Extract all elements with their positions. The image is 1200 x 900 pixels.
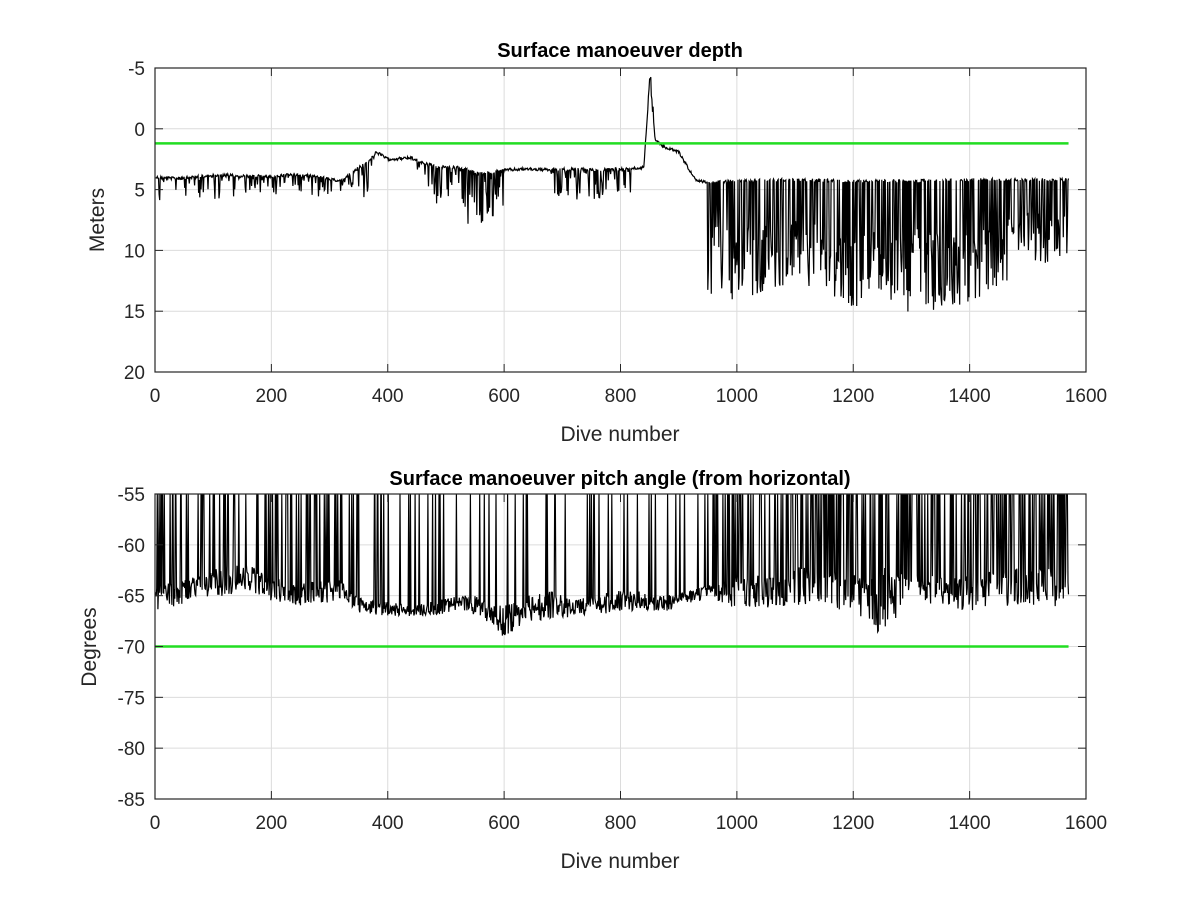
depth-x-tick-label: 400 (372, 386, 404, 407)
pitch-y-axis-label: Degrees (78, 607, 101, 686)
pitch-chart-title: Surface manoeuver pitch angle (from hori… (389, 468, 850, 490)
depth-x-tick-label: 1400 (948, 386, 990, 407)
pitch-x-tick-label: 1200 (832, 813, 874, 834)
pitch-subplot: 0 200 400 600 800 1000 1200 1400 1600 -55-60-65-… (78, 468, 1107, 873)
pitch-series-line (155, 494, 1070, 636)
pitch-y-tick-label: -65 (118, 587, 145, 608)
depth-subplot: 0 200 400 600 800 1000 1200 1400 1600 -5 0 5 10 15 20… (86, 40, 1107, 446)
pitch-series (155, 494, 1070, 648)
pitch-x-axis-label: Dive number (560, 850, 679, 873)
depth-series (155, 76, 1070, 312)
pitch-y-tick-label: -60 (118, 536, 145, 557)
depth-x-tick-labels: 0 200 400 600 800 1000 1200 1400 1600 (150, 386, 1107, 407)
depth-chart-title: Surface manoeuver depth (497, 40, 743, 62)
pitch-x-tick-labels: 0 200 400 600 800 1000 1200 1400 1600 (150, 813, 1107, 834)
pitch-x-tick-label: 400 (372, 813, 404, 834)
pitch-x-tick-label: 800 (605, 813, 637, 834)
pitch-x-tick-label: 0 (150, 813, 161, 834)
pitch-y-tick-label: -85 (118, 790, 145, 811)
depth-y-tick-label: 15 (124, 302, 145, 323)
depth-x-tick-label: 0 (150, 386, 161, 407)
pitch-x-tick-label: 200 (256, 813, 288, 834)
depth-x-tick-label: 1200 (832, 386, 874, 407)
pitch-tick-marks (154, 493, 1087, 800)
depth-y-tick-labels: -5 0 5 10 15 20 (124, 59, 145, 384)
depth-x-tick-label: 200 (256, 386, 288, 407)
pitch-y-tick-label: -55 (118, 485, 145, 506)
depth-y-tick-label: 0 (134, 120, 145, 141)
depth-x-axis-label: Dive number (560, 423, 679, 446)
depth-y-tick-label: 5 (134, 181, 145, 202)
pitch-y-tick-labels: -55 -60 -65 -70 -75 -80 -85 (118, 485, 145, 811)
depth-y-tick-label: 20 (124, 363, 145, 384)
depth-series-line (155, 76, 1070, 312)
pitch-y-tick-label: -75 (118, 688, 145, 709)
depth-y-tick-label: 10 (124, 241, 145, 262)
pitch-x-tick-label: 600 (488, 813, 520, 834)
depth-y-axis-label: Meters (86, 188, 109, 252)
depth-tick-marks (154, 67, 1087, 373)
depth-y-tick-label: -5 (128, 59, 145, 80)
depth-x-tick-label: 800 (605, 386, 637, 407)
depth-x-tick-label: 1600 (1065, 386, 1107, 407)
depth-x-tick-label: 1000 (716, 386, 758, 407)
pitch-y-tick-label: -80 (118, 739, 145, 760)
pitch-x-tick-label: 1600 (1065, 813, 1107, 834)
pitch-x-tick-label: 1000 (716, 813, 758, 834)
pitch-x-tick-label: 1400 (948, 813, 990, 834)
pitch-y-tick-label: -70 (118, 638, 145, 659)
depth-x-tick-label: 600 (488, 386, 520, 407)
